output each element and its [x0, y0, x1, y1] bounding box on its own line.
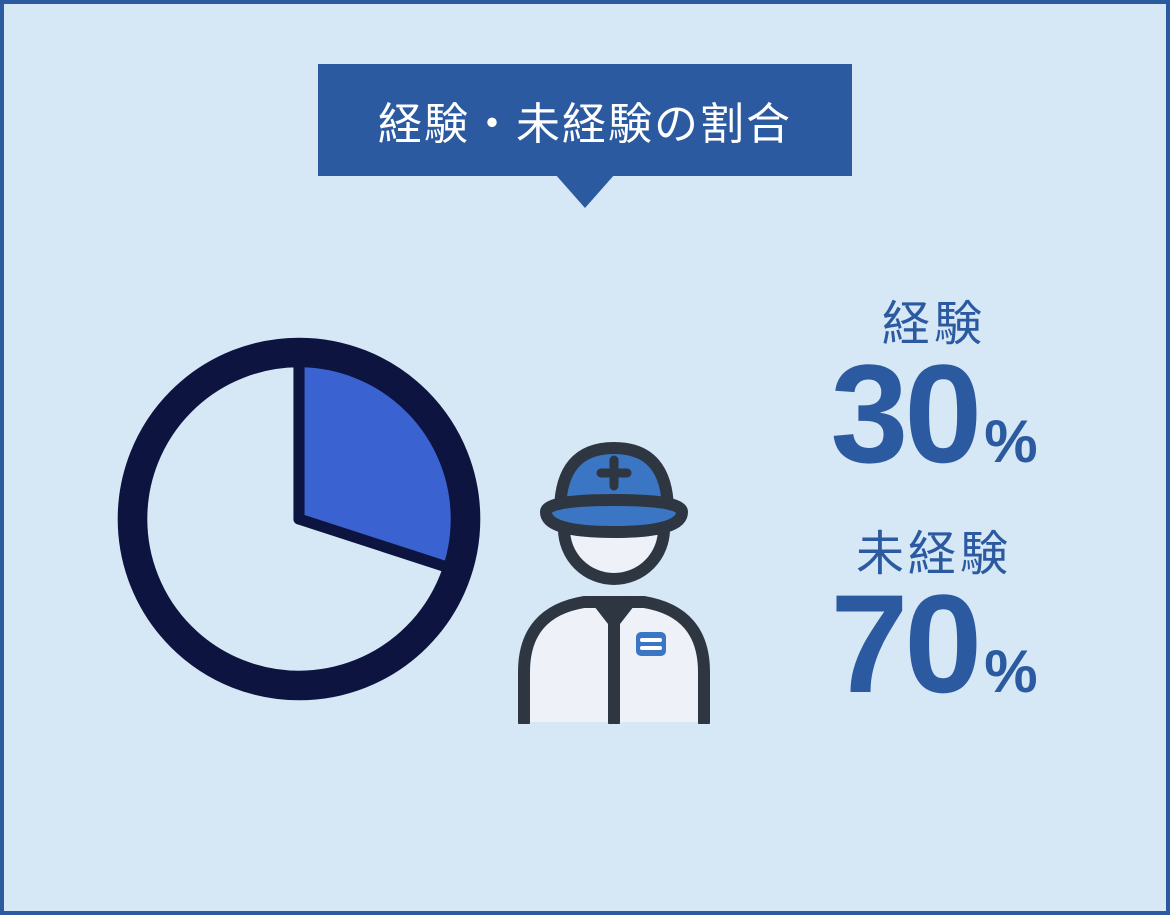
infographic-card: 経験・未経験の割合 経験 30 % 未経験 70 %	[0, 0, 1170, 915]
stat-inexperienced: 未経験 70 %	[744, 514, 1124, 714]
title-banner: 経験・未経験の割合	[318, 64, 852, 176]
title-text: 経験・未経験の割合	[378, 100, 792, 149]
stat-value: 30	[830, 344, 978, 484]
stats-panel: 経験 30 % 未経験 70 %	[744, 284, 1124, 744]
percent-unit: %	[984, 407, 1037, 476]
stat-value-row: 70 %	[744, 574, 1124, 714]
percent-unit: %	[984, 637, 1037, 706]
worker-icon-svg	[504, 434, 724, 724]
stat-value-row: 30 %	[744, 344, 1124, 484]
pie-chart	[114, 334, 484, 704]
worker-icon	[504, 434, 724, 724]
stat-value: 70	[830, 574, 978, 714]
pie-chart-svg	[114, 334, 484, 704]
stat-experienced: 経験 30 %	[744, 284, 1124, 484]
title-pointer-icon	[555, 174, 615, 208]
